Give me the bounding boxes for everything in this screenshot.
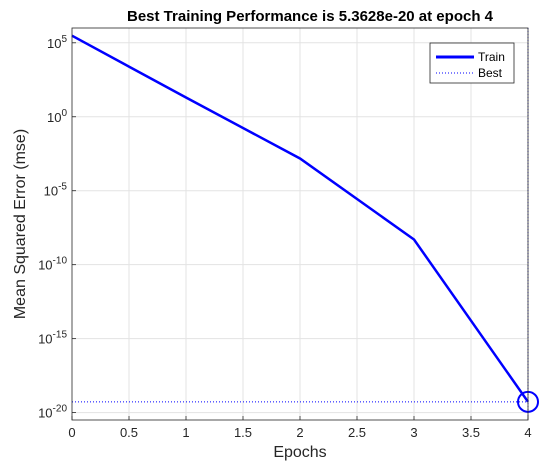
y-tick-exponent: -15	[53, 330, 68, 341]
x-tick-label: 4	[524, 425, 531, 440]
x-axis-ticks: 0 0.5 1 1.5 2 2.5 3 3.5 4	[68, 416, 532, 440]
x-tick-label: 1.5	[234, 425, 252, 440]
y-tick-base: 10	[47, 36, 61, 51]
train-series-line	[71, 34, 530, 403]
legend: Train Best	[429, 42, 515, 84]
y-tick-base: 10	[38, 332, 52, 347]
x-axis-label: Epochs	[273, 444, 326, 461]
y-tick-label: 105	[47, 34, 67, 51]
x-tick-label: 2	[296, 425, 303, 440]
y-tick-exponent: 0	[61, 108, 67, 119]
y-tick-base: 10	[38, 258, 52, 273]
x-tick-label: 2.5	[348, 425, 366, 440]
x-tick-label: 0.5	[120, 425, 138, 440]
y-tick-exponent: -20	[53, 404, 68, 415]
x-tick-label: 3.5	[462, 425, 480, 440]
y-tick-label: 10-5	[44, 182, 68, 199]
x-tick-label: 1	[182, 425, 189, 440]
y-tick-label: 10-15	[38, 330, 67, 347]
legend-box	[429, 42, 515, 84]
y-tick-base: 10	[47, 110, 61, 125]
y-tick-exponent: -5	[58, 182, 67, 193]
legend-train-label: Train	[478, 50, 505, 64]
y-tick-label: 10-10	[38, 256, 67, 273]
y-tick-base: 10	[38, 406, 52, 421]
x-tick-label: 3	[410, 425, 417, 440]
y-tick-base: 10	[44, 184, 58, 199]
y-tick-label: 100	[47, 108, 67, 125]
chart-title: Best Training Performance is 5.3628e-20 …	[127, 8, 494, 25]
legend-best-label: Best	[478, 66, 503, 80]
y-tick-exponent: 5	[61, 34, 67, 45]
y-tick-label: 10-20	[38, 404, 67, 421]
x-tick-label: 0	[68, 425, 75, 440]
y-axis-label: Mean Squared Error (mse)	[12, 129, 29, 319]
y-tick-exponent: -10	[53, 256, 68, 267]
